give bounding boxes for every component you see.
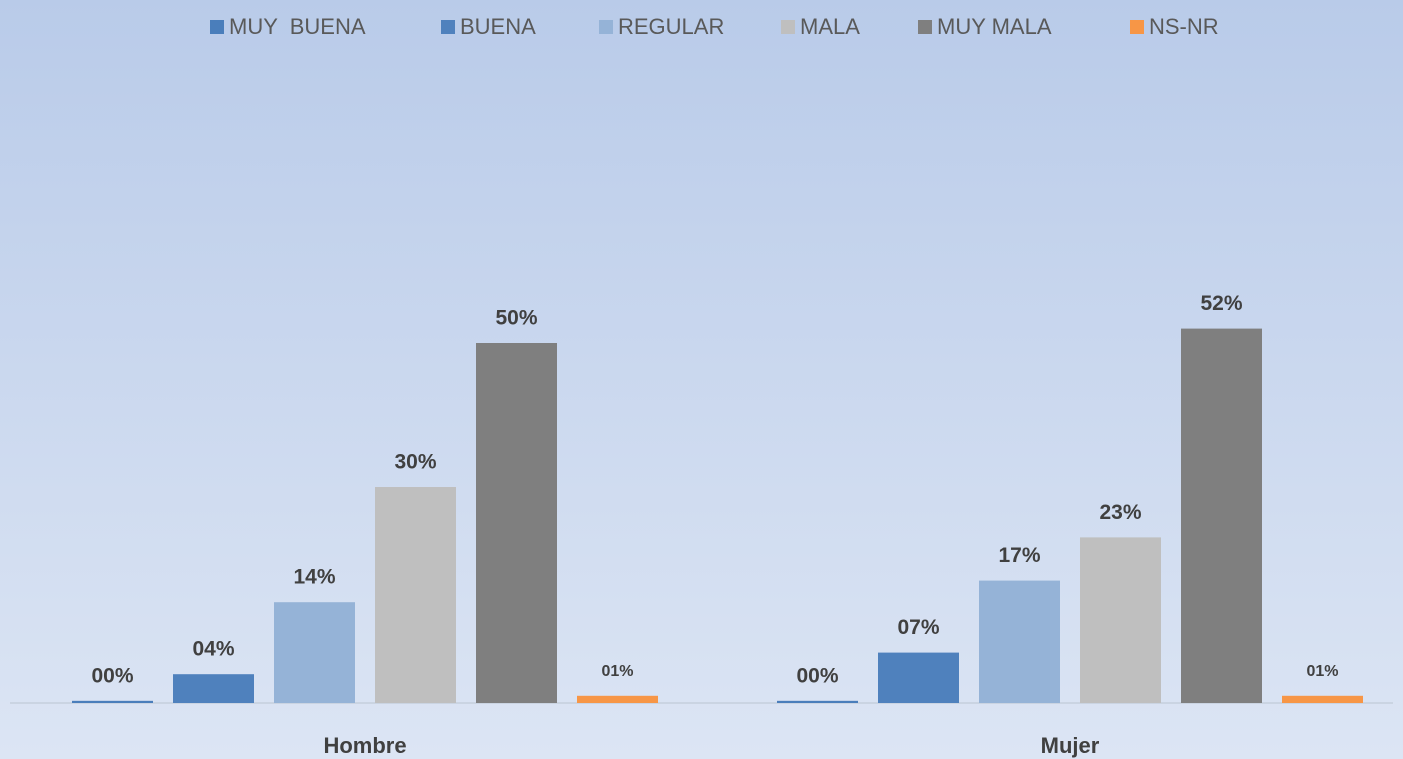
- x-tick-label: Mujer: [1041, 733, 1100, 758]
- bar: [577, 695, 658, 703]
- data-label: 07%: [897, 616, 939, 639]
- bar: [979, 580, 1060, 703]
- bar: [274, 602, 355, 703]
- data-label: 30%: [394, 451, 436, 474]
- data-label: 00%: [796, 664, 838, 687]
- legend-label: MUY BUENA: [229, 14, 366, 39]
- bar: [375, 487, 456, 703]
- legend-label: BUENA: [460, 14, 536, 39]
- bar: [1282, 695, 1363, 703]
- data-label: 04%: [192, 638, 234, 661]
- legend-swatch: [441, 20, 455, 34]
- legend-swatch: [918, 20, 932, 34]
- bar: [1080, 537, 1161, 703]
- bar: [1181, 328, 1262, 703]
- legend-label: MUY MALA: [937, 14, 1052, 39]
- legend-label: MALA: [800, 14, 860, 39]
- legend-swatch: [1130, 20, 1144, 34]
- legend-label: NS-NR: [1149, 14, 1219, 39]
- bar: [476, 343, 557, 703]
- legend-swatch: [781, 20, 795, 34]
- bar: [173, 674, 254, 703]
- data-label: 17%: [998, 544, 1040, 567]
- data-label: 00%: [91, 664, 133, 687]
- bar: [72, 700, 153, 703]
- data-label: 01%: [1306, 663, 1338, 680]
- legend-swatch: [210, 20, 224, 34]
- data-label: 52%: [1200, 292, 1242, 315]
- data-label: 50%: [495, 307, 537, 330]
- bar: [878, 652, 959, 703]
- legend-label: REGULAR: [618, 14, 724, 39]
- data-label: 14%: [293, 566, 335, 589]
- bar: [777, 700, 858, 703]
- legend-swatch: [599, 20, 613, 34]
- data-label: 01%: [601, 663, 633, 680]
- data-label: 23%: [1099, 501, 1141, 524]
- x-tick-label: Hombre: [323, 733, 406, 758]
